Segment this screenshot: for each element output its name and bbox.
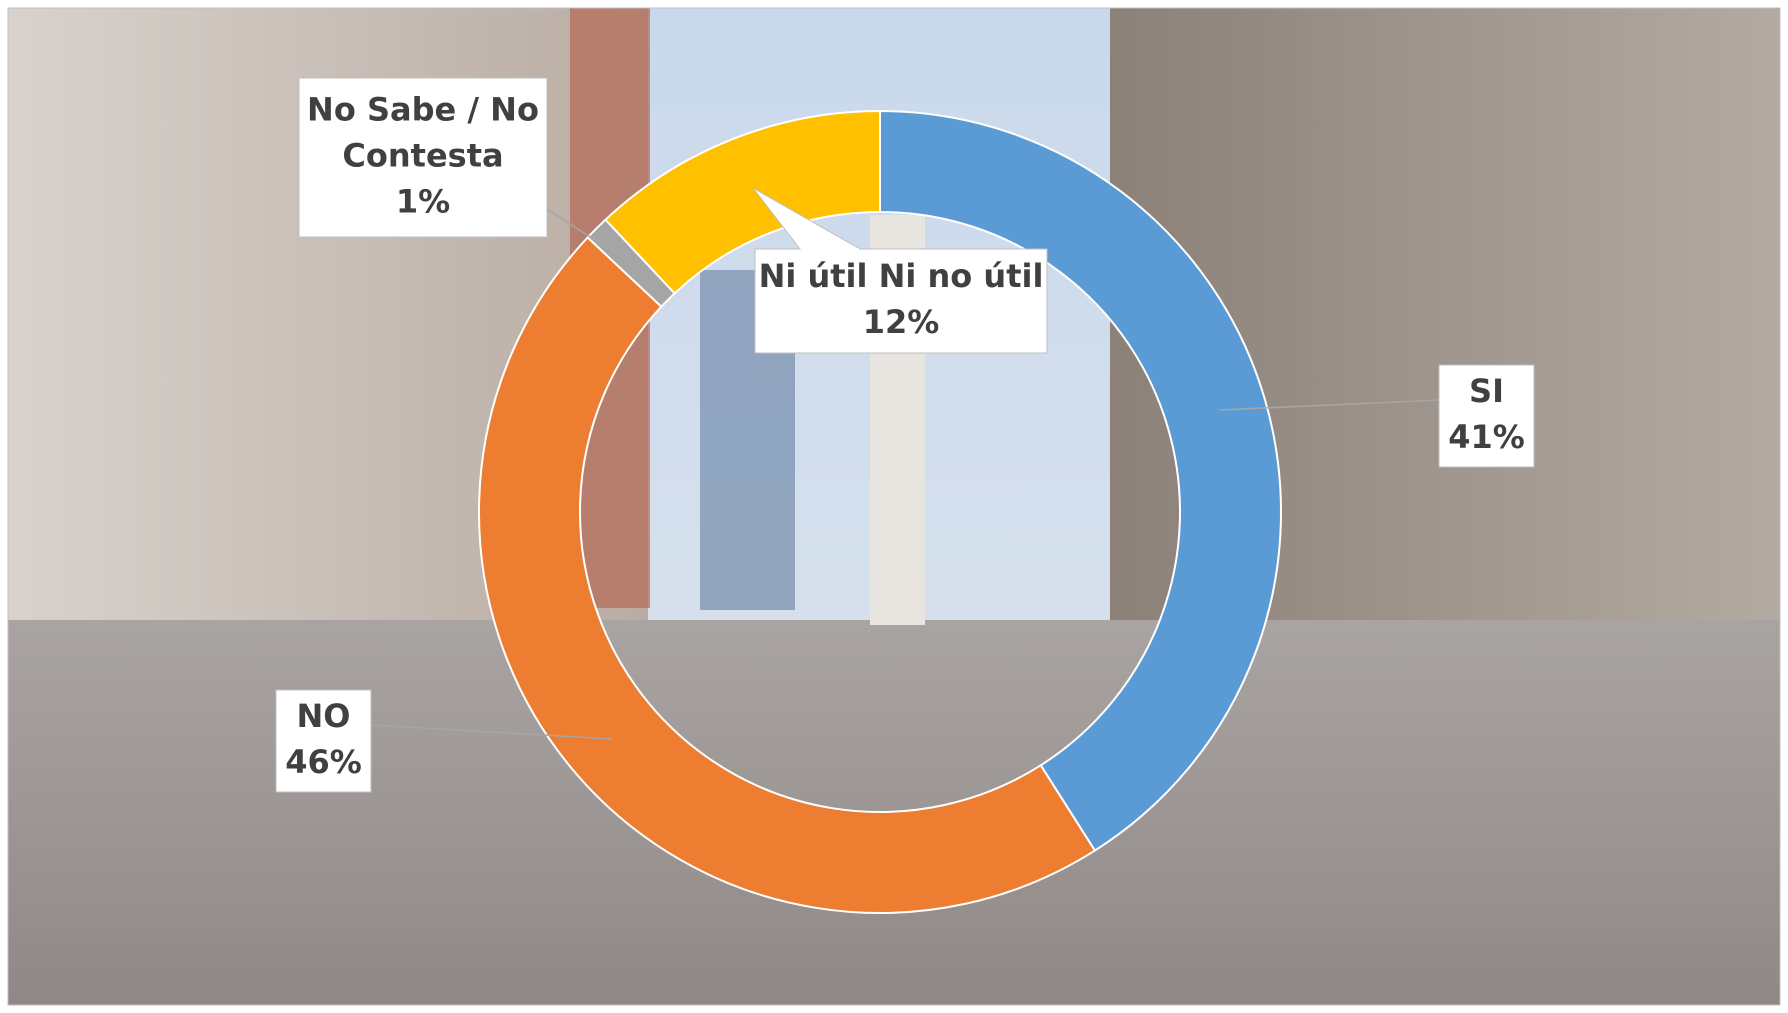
category-label-line: Contesta bbox=[342, 137, 503, 175]
category-label: Ni útil Ni no útil bbox=[759, 257, 1044, 295]
category-label: SI bbox=[1469, 372, 1504, 410]
data-label: Ni útil Ni no útil 12% bbox=[752, 187, 1048, 354]
leader-line bbox=[544, 207, 646, 273]
data-label: NO 46% bbox=[275, 689, 613, 793]
data-label: SI 41% bbox=[1219, 364, 1535, 468]
value-label: 1% bbox=[396, 183, 450, 221]
label-box bbox=[275, 689, 372, 793]
labels: SI 41% NO 46% No Sabe / No Contesta 1% Ni útil … bbox=[275, 77, 1535, 793]
label-box bbox=[298, 77, 548, 238]
donut-segment bbox=[879, 109, 1282, 852]
leader-line bbox=[370, 724, 613, 740]
frame bbox=[7, 7, 1781, 1006]
category-label: NO bbox=[297, 697, 351, 735]
donut-segment bbox=[604, 109, 881, 295]
donut-segment bbox=[478, 236, 1097, 914]
category-label-line: No Sabe / No bbox=[307, 91, 539, 129]
data-label: No Sabe / No Contesta 1% bbox=[298, 77, 646, 273]
leader-line bbox=[1219, 399, 1440, 411]
category-label: No Sabe / No Contesta bbox=[307, 91, 539, 175]
label-box bbox=[1438, 364, 1535, 468]
value-label: 41% bbox=[1448, 418, 1525, 456]
value-label: 12% bbox=[863, 303, 940, 341]
value-label: 46% bbox=[285, 743, 362, 781]
label-box bbox=[754, 248, 1048, 354]
label-pointer bbox=[752, 187, 861, 250]
